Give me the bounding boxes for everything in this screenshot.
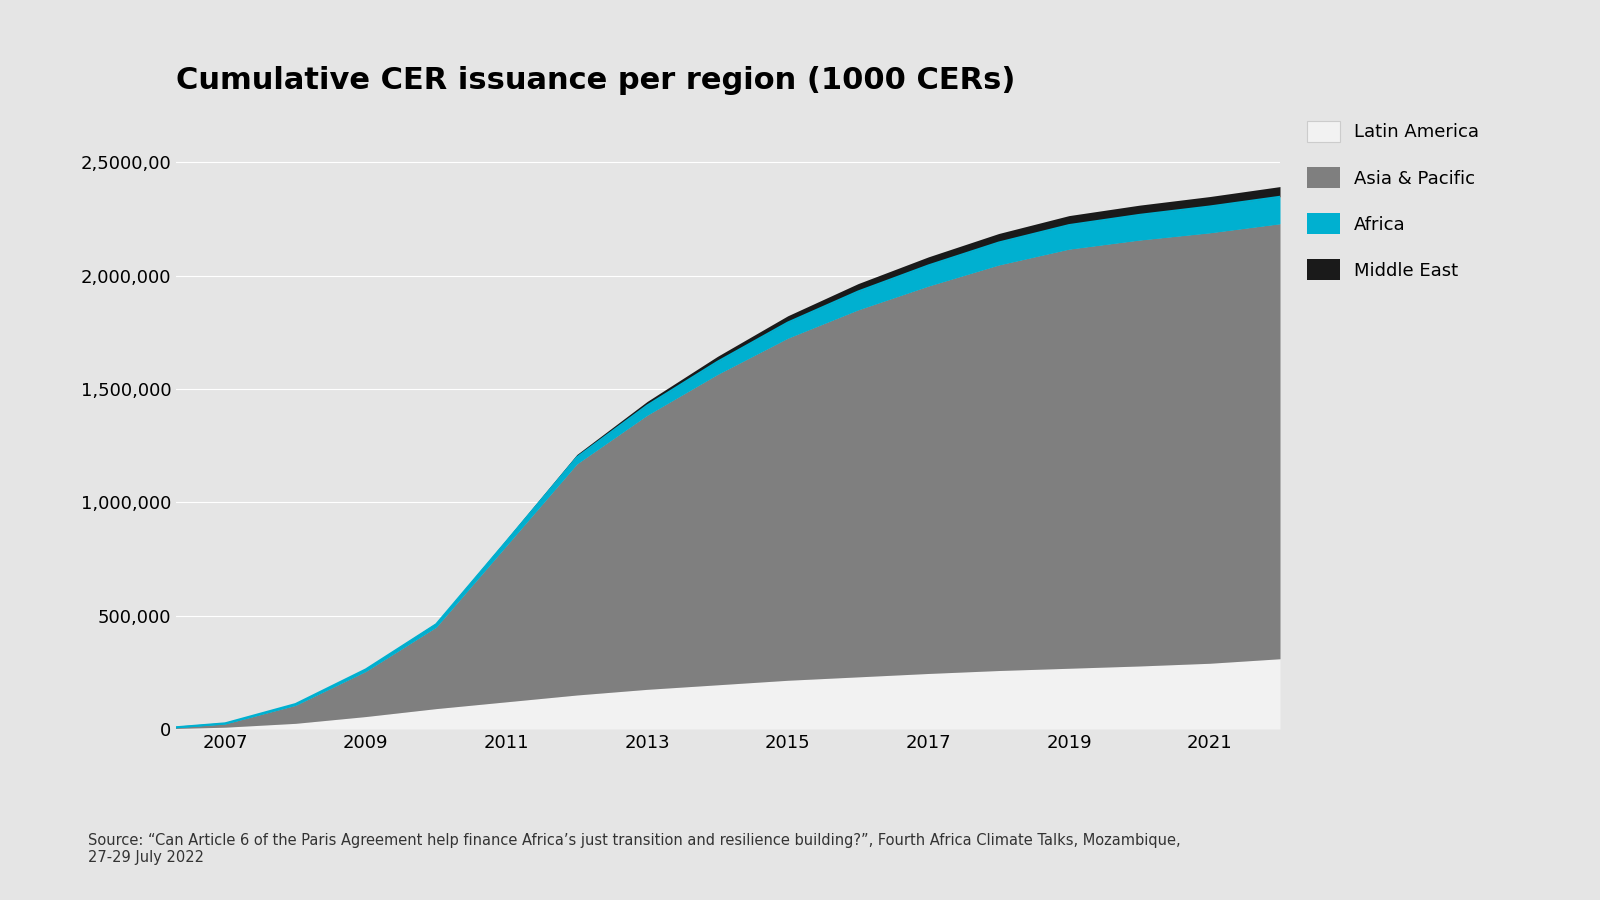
Legend: Latin America, Asia & Pacific, Africa, Middle East: Latin America, Asia & Pacific, Africa, M… [1301,113,1486,287]
Text: Cumulative CER issuance per region (1000 CERs): Cumulative CER issuance per region (1000… [176,67,1016,95]
Text: Source: “Can Article 6 of the Paris Agreement help finance Africa’s just transit: Source: “Can Article 6 of the Paris Agre… [88,832,1181,865]
